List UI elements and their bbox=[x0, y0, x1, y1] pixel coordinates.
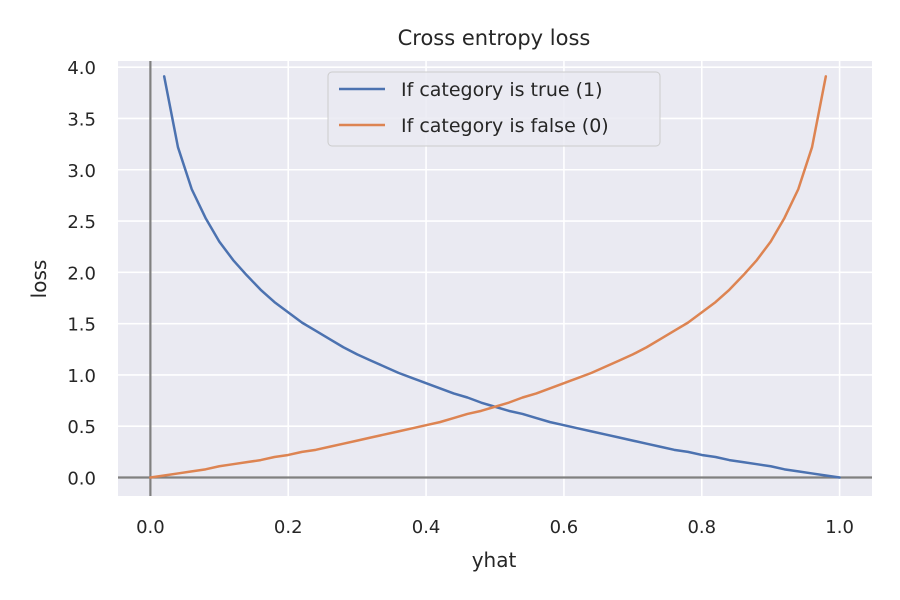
x-tick-label: 0.8 bbox=[687, 517, 716, 538]
series-layer bbox=[149, 75, 841, 479]
y-tick-label: 2.5 bbox=[67, 212, 96, 233]
x-axis-title: yhat bbox=[472, 548, 517, 572]
chart-title: Cross entropy loss bbox=[398, 26, 591, 50]
legend-label-true: If category is true (1) bbox=[401, 79, 603, 101]
y-tick-label: 2.0 bbox=[67, 263, 96, 284]
x-tick-label: 0.6 bbox=[550, 517, 579, 538]
legend-label-false: If category is false (0) bbox=[401, 115, 609, 137]
y-tick-label: 0.5 bbox=[67, 417, 96, 438]
ticks: 0.0 0.2 0.4 0.6 0.8 1.0 0.0 0.5 1.0 1.5 2.0 2.5 3.0 3… bbox=[67, 58, 854, 538]
y-tick-label: 1.0 bbox=[67, 366, 96, 387]
y-tick-label: 1.5 bbox=[67, 315, 96, 336]
series-line-false bbox=[149, 75, 828, 479]
x-tick-label: 1.0 bbox=[825, 517, 854, 538]
y-tick-label: 4.0 bbox=[67, 58, 96, 79]
series-line-true bbox=[162, 75, 841, 479]
x-tick-label: 0.2 bbox=[274, 517, 303, 538]
legend: If category is true (1) If category is f… bbox=[327, 71, 661, 147]
reference-lines bbox=[118, 61, 872, 496]
x-tick-label: 0.0 bbox=[136, 517, 165, 538]
y-tick-label: 0.0 bbox=[67, 469, 96, 490]
y-axis-title: loss bbox=[27, 260, 51, 299]
x-tick-label: 0.4 bbox=[412, 517, 441, 538]
y-tick-label: 3.5 bbox=[67, 109, 96, 130]
legend-box bbox=[327, 71, 661, 147]
y-tick-label: 3.0 bbox=[67, 161, 96, 182]
